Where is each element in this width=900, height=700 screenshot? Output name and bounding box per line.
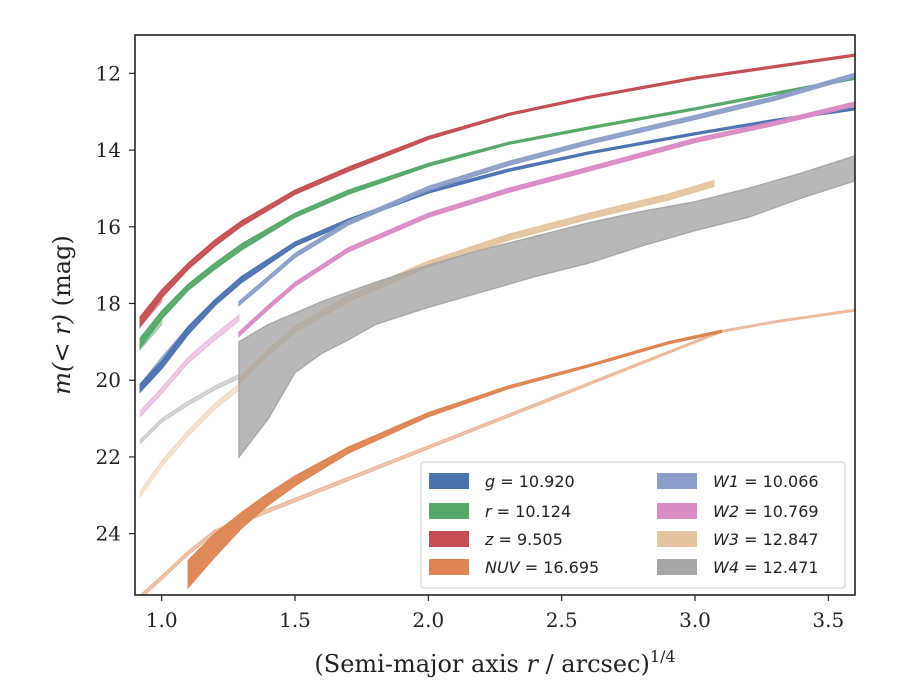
legend-frame [420, 461, 846, 589]
series-g-band [139, 107, 855, 394]
plot-frame [134, 34, 856, 596]
series-w1-band [238, 72, 855, 307]
y-axis-title-math: m(< r) [48, 314, 76, 395]
legend-swatch-w2 [657, 503, 697, 519]
legend-swatch-g [429, 473, 469, 489]
series-nuv-band [187, 329, 723, 590]
y-axis-title: m(< r) (mag) [48, 235, 76, 395]
legend-label-w1: W1 = 10.066 [713, 472, 819, 491]
series-w2-band [238, 101, 855, 338]
series-layer [139, 53, 855, 595]
legend: g = 10.920 r = 10.124 z = 9.505 NUV = 16.69… [420, 461, 846, 589]
x-tick-label: 2.5 [546, 608, 578, 632]
y-tick-label: 18 [96, 291, 121, 315]
series-w4-band [238, 155, 855, 459]
y-tick-label: 20 [96, 368, 121, 392]
legend-label-w3: W3 = 12.847 [713, 530, 819, 549]
legend-swatch-w3 [657, 531, 697, 547]
y-tick-label: 22 [96, 445, 121, 469]
y-tick-label: 24 [96, 522, 121, 546]
legend-swatch-z [429, 531, 469, 547]
legend-label-z: z = 9.505 [484, 530, 563, 549]
y-axis-title-unit: (mag) [48, 235, 76, 314]
legend-swatch-w4 [657, 559, 697, 575]
x-tick-label: 3.0 [679, 608, 711, 632]
y-tick-label: 16 [96, 215, 121, 239]
legend-swatch-nuv [429, 559, 469, 575]
series-w2-faint-band [139, 313, 240, 419]
legend-swatch-w1 [657, 473, 697, 489]
legend-label-w4: W4 = 12.471 [713, 558, 819, 577]
legend-label-r: r = 10.124 [485, 502, 571, 521]
x-tick-label: 3.5 [812, 608, 844, 632]
series-z-band [139, 53, 855, 329]
series-nuv-faint-band [139, 308, 855, 595]
x-axis-title-suffix: / arcsec) [538, 650, 650, 678]
x-axis-title-variable: r [526, 650, 539, 678]
legend-label-w2: W2 = 10.769 [713, 502, 819, 521]
x-axis-title-exponent: 1/4 [650, 647, 676, 666]
legend-swatch-r [429, 503, 469, 519]
x-axis: 1.0 1.5 2.0 2.5 3.0 3.5 [146, 595, 844, 632]
x-tick-label: 2.0 [412, 608, 444, 632]
y-axis: 12 14 16 18 20 22 24 [96, 61, 135, 546]
x-axis-title-prefix: (Semi-major axis [314, 650, 526, 678]
legend-label-g: g = 10.920 [485, 472, 575, 491]
y-tick-label: 12 [96, 61, 121, 85]
x-tick-label: 1.5 [279, 608, 311, 632]
x-tick-label: 1.0 [146, 608, 178, 632]
y-tick-label: 14 [96, 138, 121, 162]
x-axis-title: (Semi-major axis r / arcsec)1/4 [314, 647, 675, 678]
legend-label-nuv: NUV = 16.695 [485, 558, 599, 577]
series-r-band [139, 76, 855, 350]
